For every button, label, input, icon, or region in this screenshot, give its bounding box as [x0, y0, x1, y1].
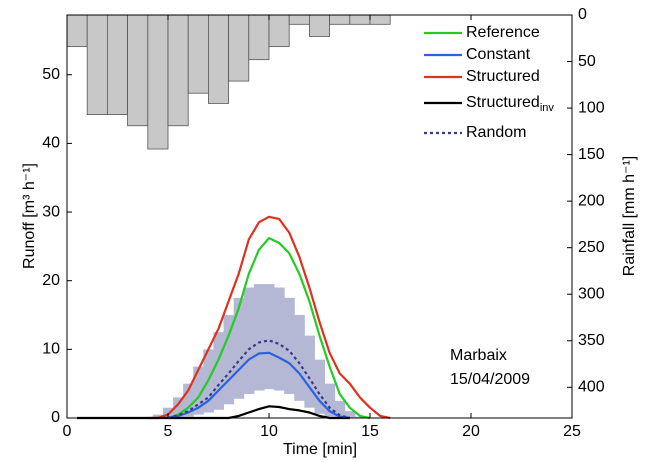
y2-tick-label: 100: [578, 99, 605, 116]
legend-label-text: Structured: [466, 94, 540, 111]
ensemble-band: [334, 400, 346, 418]
rainfall-bar: [187, 14, 209, 94]
rainfall-bar: [228, 14, 250, 82]
rainfall-bar: [308, 14, 330, 37]
x-tick-label: 15: [361, 423, 379, 440]
x-tick-label: 5: [164, 423, 173, 440]
rainfall-bar: [207, 14, 229, 104]
legend-label-text: Structured: [466, 68, 540, 85]
ensemble-band: [213, 332, 225, 410]
ensemble-band: [193, 366, 204, 415]
ensemble-band: [284, 297, 295, 394]
rainfall-bar: [329, 14, 351, 25]
ensemble-band: [173, 397, 184, 418]
rainfall-bar: [107, 14, 129, 115]
rainfall-bar: [167, 14, 189, 127]
rainfall-bar: [268, 14, 290, 48]
rainfall-bar: [66, 14, 88, 48]
rainfall-bar: [147, 14, 169, 150]
y-axis-label: Runoff [m³ h⁻¹]: [21, 163, 38, 269]
y-tick-label: 40: [42, 135, 60, 152]
ensemble-band: [304, 335, 315, 408]
y2-tick-label: 50: [578, 53, 596, 70]
y2-tick-label: 0: [578, 6, 587, 23]
ensemble-band: [294, 315, 305, 401]
ensemble-band: [253, 284, 265, 391]
x-tick-label: 20: [462, 423, 480, 440]
y-tick-label: 10: [42, 341, 60, 358]
ensemble-band: [324, 383, 336, 417]
x-tick-label: 0: [63, 423, 72, 440]
rainfall-bar: [349, 14, 371, 25]
x-axis-label: Time [min]: [283, 441, 357, 458]
legend-label: Random: [466, 124, 526, 141]
y-tick-label: 30: [42, 203, 60, 220]
ensemble-band: [152, 414, 164, 418]
legend-label: Structured: [466, 68, 540, 85]
y2-tick-label: 150: [578, 146, 605, 163]
legend-label-text: Constant: [466, 46, 531, 63]
ensemble-band: [274, 287, 285, 391]
annotation: 15/04/2009: [450, 371, 530, 388]
y-tick-label: 0: [51, 409, 60, 426]
y-tick-label: 50: [42, 66, 60, 83]
ensemble-band: [314, 359, 326, 414]
series-line: [167, 351, 350, 420]
ensemble-band: [233, 297, 245, 399]
y2-tick-label: 250: [578, 239, 605, 256]
legend-label-text: Random: [466, 124, 526, 141]
legend-label: Reference: [466, 24, 540, 41]
series-line: [167, 237, 371, 420]
y2-tick-label: 350: [578, 332, 605, 349]
legend-label-subscript: inv: [540, 102, 555, 114]
ensemble-band: [243, 287, 255, 394]
series-line: [147, 215, 391, 420]
y2-tick-label: 300: [578, 285, 605, 302]
annotation: Marbaix: [450, 347, 507, 364]
series-line: [167, 339, 351, 420]
rainfall-bar: [86, 14, 108, 115]
ensemble-band: [263, 284, 275, 390]
y2-tick-label: 400: [578, 379, 605, 396]
y2-axis-label: Rainfall [mm h⁻¹]: [621, 156, 638, 276]
rainfall-bar: [369, 14, 391, 25]
plot-frame: [66, 14, 573, 419]
y-tick-label: 20: [42, 272, 60, 289]
rainfall-bar: [288, 14, 310, 25]
y2-tick-label: 200: [578, 192, 605, 209]
rainfall-bar: [127, 14, 149, 127]
x-tick-label: 10: [260, 423, 278, 440]
legend-label: Constant: [466, 46, 531, 63]
ensemble-band: [183, 383, 194, 417]
ensemble-band: [344, 411, 356, 418]
x-tick-label: 25: [563, 423, 581, 440]
ensemble-band: [354, 416, 366, 418]
legend-label: Structuredinv: [466, 94, 554, 114]
legend-label-text: Reference: [466, 24, 540, 41]
rainfall-bar: [248, 14, 270, 61]
ensemble-band: [223, 315, 235, 405]
